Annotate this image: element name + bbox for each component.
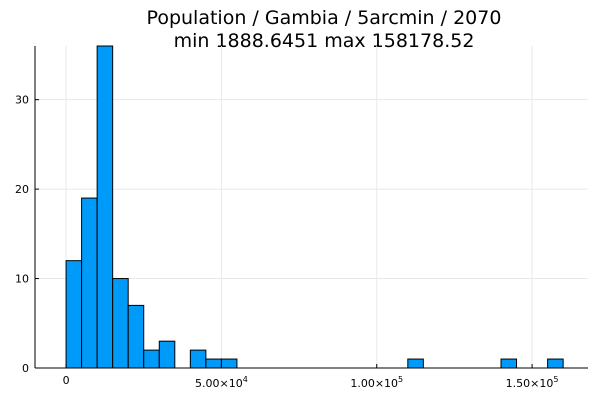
x-tick-label-base: 1.00×10 [350,377,398,390]
histogram-bar [220,358,238,369]
histogram-bar [65,260,83,369]
chart-title-line-1: Population / Gambia / 5arcmin / 2070 [147,7,502,29]
x-tick-label-exponent: 5 [398,375,403,384]
y-tick-label: 30 [15,94,29,107]
x-tick-label: 0 [63,374,70,387]
histogram-bar [143,349,160,369]
x-tick-label-base: 0 [63,374,70,387]
histogram-bar [127,304,145,369]
x-tick-label: 1.00×105 [350,375,403,390]
y-tick-label: 0 [22,362,29,375]
histogram-bar [189,349,207,369]
histogram-bar [81,197,98,369]
histogram-bar [407,358,424,369]
x-tick-label-base: 1.50×10 [506,377,554,390]
x-tick-label-exponent: 5 [553,375,558,384]
y-tick-label: 20 [15,183,29,196]
x-tick-label: 1.50×105 [506,375,559,390]
bars-layer [65,45,564,369]
histogram-bar [112,278,129,369]
histogram-bar [158,340,176,369]
chart-title-line-2: min 1888.6451 max 158178.52 [174,30,475,52]
x-tick-label-base: 5.00×10 [195,377,243,390]
histogram-bar [96,45,114,369]
y-tick-label: 10 [15,273,29,286]
x-tick-label: 5.00×104 [195,375,248,390]
histogram-bar [205,358,222,369]
histogram-bar [547,358,564,369]
histogram-bar [500,358,518,369]
x-tick-label-exponent: 4 [243,375,248,384]
